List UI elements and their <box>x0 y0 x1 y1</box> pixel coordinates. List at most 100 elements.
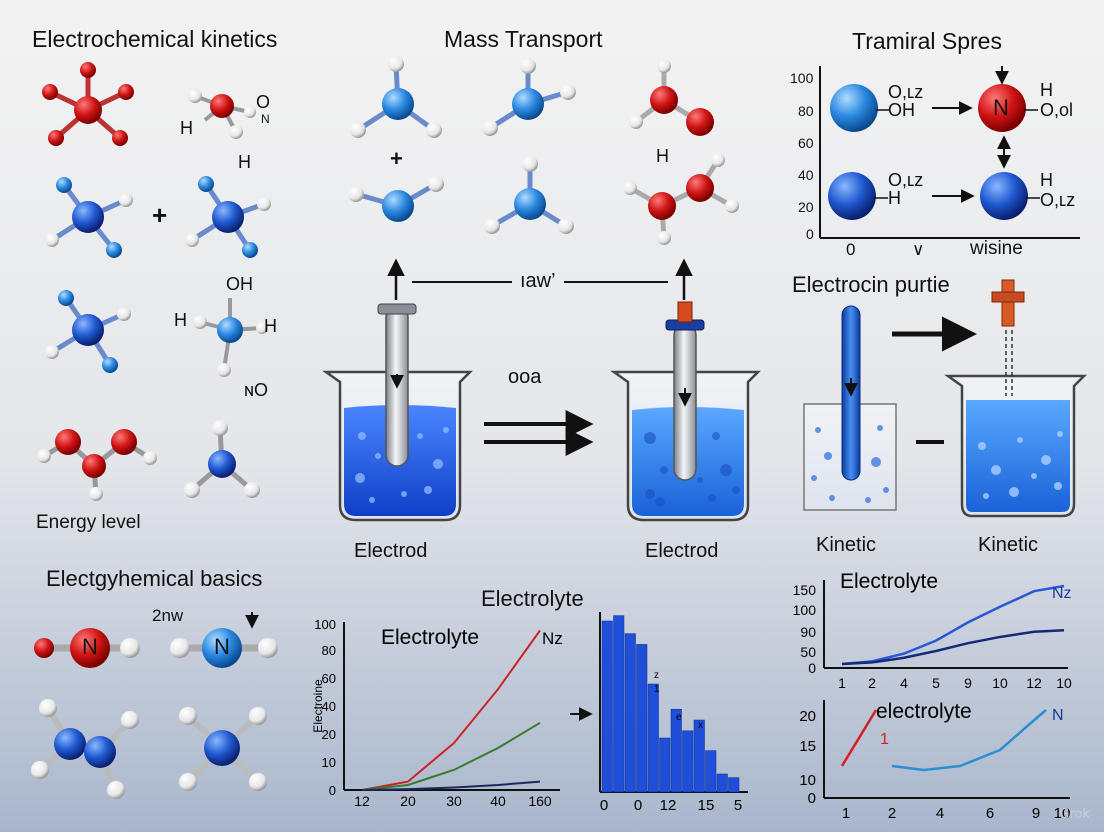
tramiral-top-left-a: O,ʟz <box>888 82 924 102</box>
molecule-tetrahedral-blue-1 <box>45 177 133 258</box>
mass-molecule-2 <box>482 58 576 136</box>
label-kinetic-right: Kinetic <box>978 534 1039 556</box>
atom-label-n-red: N <box>82 634 98 659</box>
beaker-right <box>610 301 762 522</box>
tramiral-bottom-left-a: O,ʟz <box>888 170 924 190</box>
chart1-ytick-label: 100 <box>314 617 336 632</box>
chart3-xtick-label: 10 <box>992 675 1008 691</box>
chart3-xtick-label: 2 <box>868 675 876 691</box>
tramiral-ytick-80: 80 <box>798 103 814 119</box>
molecule-tetrahedral-blue-2 <box>185 176 271 258</box>
chart4-xtick-label: 1 <box>842 805 850 822</box>
mass-molecule-5 <box>484 156 574 234</box>
tramiral-atom-n-red <box>978 84 1026 132</box>
molecule-n-blue-linear <box>170 628 278 668</box>
tramiral-ytick-0: 0 <box>806 226 814 242</box>
chart1-ytick-label: 60 <box>322 671 336 686</box>
chart2-bar <box>624 633 636 793</box>
chart3-ytick-label: 150 <box>793 582 817 598</box>
chart3-xtick-label: 5 <box>932 675 940 691</box>
plus-sign-left: + <box>152 200 168 230</box>
tramiral-atom-bottom-right <box>980 172 1028 220</box>
plus-sign-mass: + <box>390 146 403 171</box>
molecule-methanol-like <box>193 298 268 377</box>
chart1-series-line-1 <box>361 721 541 791</box>
title-electrochemical-basics: Electgyhemical basics <box>46 566 263 591</box>
title-electrolyte-main: Electrolyte <box>481 586 584 611</box>
chart3-xtick-label: 12 <box>1026 675 1042 691</box>
chart4-legend-label: N <box>1052 707 1064 724</box>
chart4-xtick-label: 9 <box>1032 805 1040 822</box>
tramiral-ytick-20: 20 <box>798 199 814 215</box>
chart1-ytick-label: 40 <box>322 699 336 714</box>
chart2-xtick-label: 15 <box>698 797 715 814</box>
atom-label-n-blue: N <box>214 634 230 659</box>
tramiral-top-left-b: OH <box>888 100 915 120</box>
chart4-xtick-label: 10 <box>1054 805 1071 822</box>
mol-label-no: ɴO <box>244 380 268 400</box>
chart3-ytick-label: 90 <box>800 624 816 640</box>
beaker-left <box>322 303 474 522</box>
molecule-n-red-linear <box>34 628 140 668</box>
chart3-ytick-label: 100 <box>793 602 817 618</box>
label-electrod-right: Electrod <box>645 540 719 562</box>
chart2-bar <box>647 683 659 793</box>
tramiral-axes <box>819 66 1080 239</box>
mol-label-oh: OH <box>226 274 253 294</box>
chart1-xtick-label: 20 <box>400 793 416 809</box>
chart2-annotation: z <box>654 670 659 681</box>
chart2-xtick-label: 12 <box>660 797 677 814</box>
mass-molecule-1 <box>350 56 442 138</box>
tramiral-bottom-right-b: O,ʟz <box>1040 190 1076 210</box>
chart2-bar <box>705 750 717 793</box>
label-electrod-left: Electrod <box>354 540 428 562</box>
tramiral-top-right-a: H <box>1040 80 1053 100</box>
chart3-xtick-label: 4 <box>900 675 908 691</box>
chart3-xtick-label: 1 <box>838 675 846 691</box>
chart1-xtick-label: 12 <box>354 793 370 809</box>
chart2-bar <box>613 615 625 793</box>
chart1-ylabel: Electroine <box>311 679 325 733</box>
chart3-xtick-label: 9 <box>964 675 972 691</box>
chart1-ytick-label: 80 <box>322 643 336 658</box>
molecule-h2o-like <box>188 89 256 139</box>
chart1-xtick-label: 40 <box>490 793 506 809</box>
chart4-xtick-label: 2 <box>888 805 896 822</box>
watermark: Grok <box>1059 807 1090 822</box>
chart2-bar <box>601 620 613 793</box>
label-energy-level: Energy level <box>36 512 141 533</box>
chart4-ytick-label: 20 <box>799 708 816 725</box>
chart2-xtick-label: 0 <box>634 797 642 814</box>
chart2-bar <box>728 777 740 793</box>
label-iaw: ıaw’ <box>520 270 556 292</box>
chart3-xtick-label: 10 <box>1056 675 1072 691</box>
molecule-octahedral-red <box>42 62 134 146</box>
chart1-xtick-label: 160 <box>528 793 552 809</box>
chart3-ytick-label: 0 <box>808 660 816 676</box>
mass-label-h: H <box>656 146 669 166</box>
chart4-ytick-label: 0 <box>808 790 816 807</box>
chart3-series-line-1 <box>841 628 1065 666</box>
chart4-xtick-label: 6 <box>986 805 994 822</box>
chart3-title: Electrolyte <box>840 570 938 593</box>
tramiral-atom-n-label: N <box>993 95 1009 120</box>
molecule-ethane-blue <box>31 699 139 799</box>
molecule-o3-red <box>37 429 157 501</box>
chart4-title: electrolyte <box>876 700 972 723</box>
mass-molecule-3 <box>629 59 714 136</box>
electrocin-tube-beaker <box>803 305 897 511</box>
chart1-series-line-2 <box>361 780 541 791</box>
chart2-annotation: x <box>698 720 703 731</box>
chart1-legend-label: Nz <box>542 629 563 648</box>
mass-molecule-6 <box>623 153 739 245</box>
tramiral-atom-top-left <box>830 84 878 132</box>
mol-label-n-small: N <box>261 112 270 126</box>
mol-label-o: O <box>256 92 271 112</box>
molecule-tetrahedral-blue-3 <box>45 290 131 373</box>
chart4-xtick-label: 4 <box>936 805 944 822</box>
tramiral-xlabel: wisine <box>970 238 1023 259</box>
chart4-series-line-0 <box>840 709 878 767</box>
